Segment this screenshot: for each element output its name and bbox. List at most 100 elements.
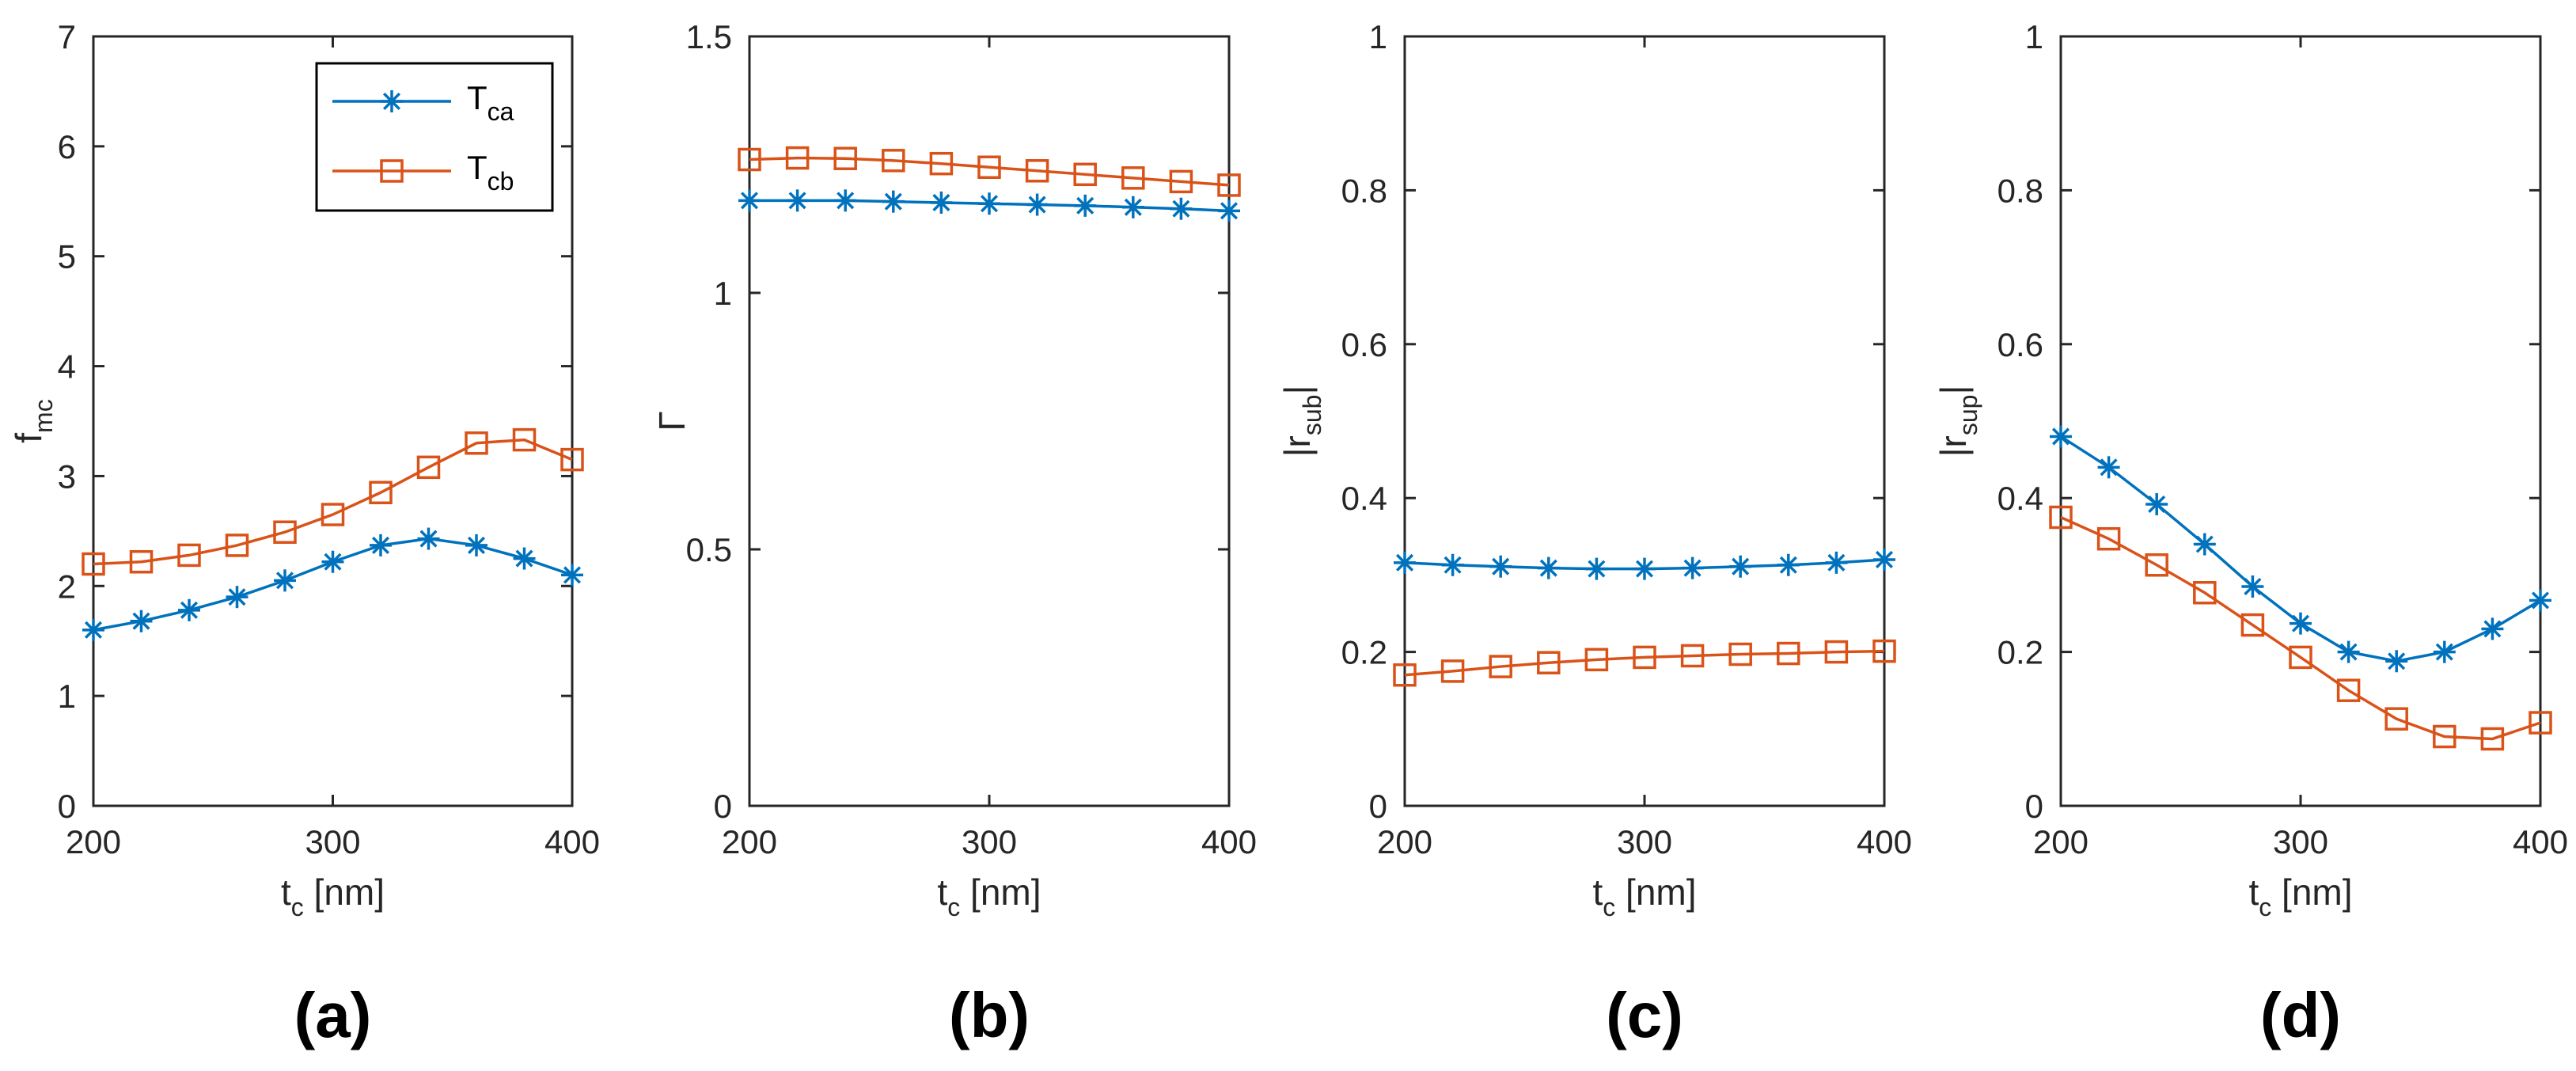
data-point-asterisk [1681,556,1704,579]
legend-box [315,62,554,212]
y-tick-label: 0.2 [1997,634,2043,671]
data-point-square [1169,169,1193,194]
y-tick-label: 0.5 [686,531,732,568]
data-point-square [785,146,810,170]
x-tick-label: 200 [66,823,121,860]
x-tick-label: 200 [1377,823,1432,860]
y-tick-label: 0.6 [1997,326,2043,363]
data-point-asterisk [1633,557,1656,580]
data-point-asterisk [2097,456,2120,479]
axes-box [2059,35,2542,807]
data-point-square [1872,639,1896,663]
data-point-square [1537,651,1561,674]
data-point-square [177,543,201,568]
data-point-square [2049,505,2073,530]
data-point-asterisk [2433,640,2456,663]
x-axis-label: tc [nm] [2248,872,2352,921]
data-point-square [2289,645,2312,670]
data-point-square [1393,663,1417,687]
y-tick-label: 4 [58,348,76,385]
x-axis-label: tc [nm] [1592,872,1696,921]
data-point-square [273,520,297,544]
panel-a: 200 300 400 0 1 2 3 4 5 6 7 tc [nm] fmc (a) Tca Tcb [8,18,600,1050]
data-point-asterisk [82,618,104,641]
y-tick-label: 0 [58,788,76,825]
x-tick-label: 200 [722,823,777,860]
data-point-asterisk [274,569,296,592]
legend: Tca Tcb [315,62,554,212]
data-point-square [2384,707,2408,731]
data-point-asterisk [1170,197,1193,220]
data-point-square [465,431,488,455]
x-tick-label: 300 [962,823,1017,860]
series-line-t_cb [2060,515,2541,741]
data-point-square [369,480,393,505]
data-point-asterisk [2481,617,2504,640]
y-tick-label: 5 [58,238,76,275]
data-point-asterisk [130,610,153,632]
panel-d: 200 300 400 0 0.2 0.4 0.6 0.8 1 tc [nm] |rsup| (d) [1933,18,2568,1050]
y-axis-label: fmc [8,399,58,442]
y-tick-label: 1 [1369,18,1387,55]
data-point-square [1121,166,1145,190]
x-tick-label: 400 [1857,823,1912,860]
panel-label: (d) [2260,980,2341,1050]
data-point-square [977,155,1001,179]
panel-label: (c) [1606,980,1683,1050]
y-axis-label: |rsup| [1933,385,1982,458]
data-point-square [738,147,761,172]
data-point-asterisk [1218,199,1240,222]
data-point-asterisk [561,564,583,587]
data-point-asterisk [2337,640,2360,663]
y-tick-label: 0 [1369,788,1387,825]
data-point-square [2336,678,2361,702]
data-point-square [129,549,154,574]
data-point-square [2096,526,2121,551]
x-tick-label: 200 [2033,823,2088,860]
data-point-square [1777,641,1800,666]
data-point-asterisk [1825,551,1848,574]
data-point-asterisk [1441,553,1464,576]
data-point-asterisk [2050,425,2072,448]
panel-label: (a) [294,980,372,1050]
panel-c: 200 300 400 0 0.2 0.4 0.6 0.8 1 tc [nm] |rsub| (c) [1277,18,1912,1050]
series-line-t_cb [93,438,573,566]
data-point-asterisk [1585,557,1608,580]
data-point-asterisk [1121,196,1144,218]
data-point-square [416,455,441,480]
data-point-asterisk [2241,575,2264,598]
legend-label: Tca [467,79,514,126]
data-point-square [833,146,857,170]
data-point-asterisk [178,598,200,621]
y-tick-label: 3 [58,458,76,495]
x-axis-label: tc [nm] [937,872,1041,921]
data-point-asterisk [2145,492,2168,515]
y-tick-label: 2 [58,568,76,605]
data-point-square [512,427,537,452]
data-point-square [1073,162,1097,187]
x-tick-label: 400 [2513,823,2568,860]
data-point-asterisk [1394,551,1416,574]
data-point-asterisk [738,189,761,212]
y-tick-label: 0 [714,788,732,825]
panel-b: 200 300 400 0 0.5 1 1.5 tc [nm] Γ (b) [651,18,1257,1050]
y-tick-label: 0.4 [1997,480,2043,517]
y-axis-label: Γ [651,411,692,431]
series-line-t_cb [749,156,1230,187]
legend-label: Tcb [467,149,514,196]
x-tick-label: 300 [305,823,360,860]
panel-label: (b) [949,980,1030,1050]
data-point-asterisk [513,547,536,570]
data-point-asterisk [2529,589,2551,612]
x-tick-label: 400 [1201,823,1257,860]
y-tick-label: 1 [58,678,76,715]
data-point-asterisk [226,586,248,609]
y-tick-label: 1.5 [686,18,732,55]
data-point-square [2529,711,2552,735]
y-axis-label: |rsub| [1277,385,1326,458]
y-tick-label: 1 [714,275,732,312]
data-point-square [2433,724,2456,749]
data-point-asterisk [2385,650,2408,673]
data-point-square [1217,173,1241,197]
